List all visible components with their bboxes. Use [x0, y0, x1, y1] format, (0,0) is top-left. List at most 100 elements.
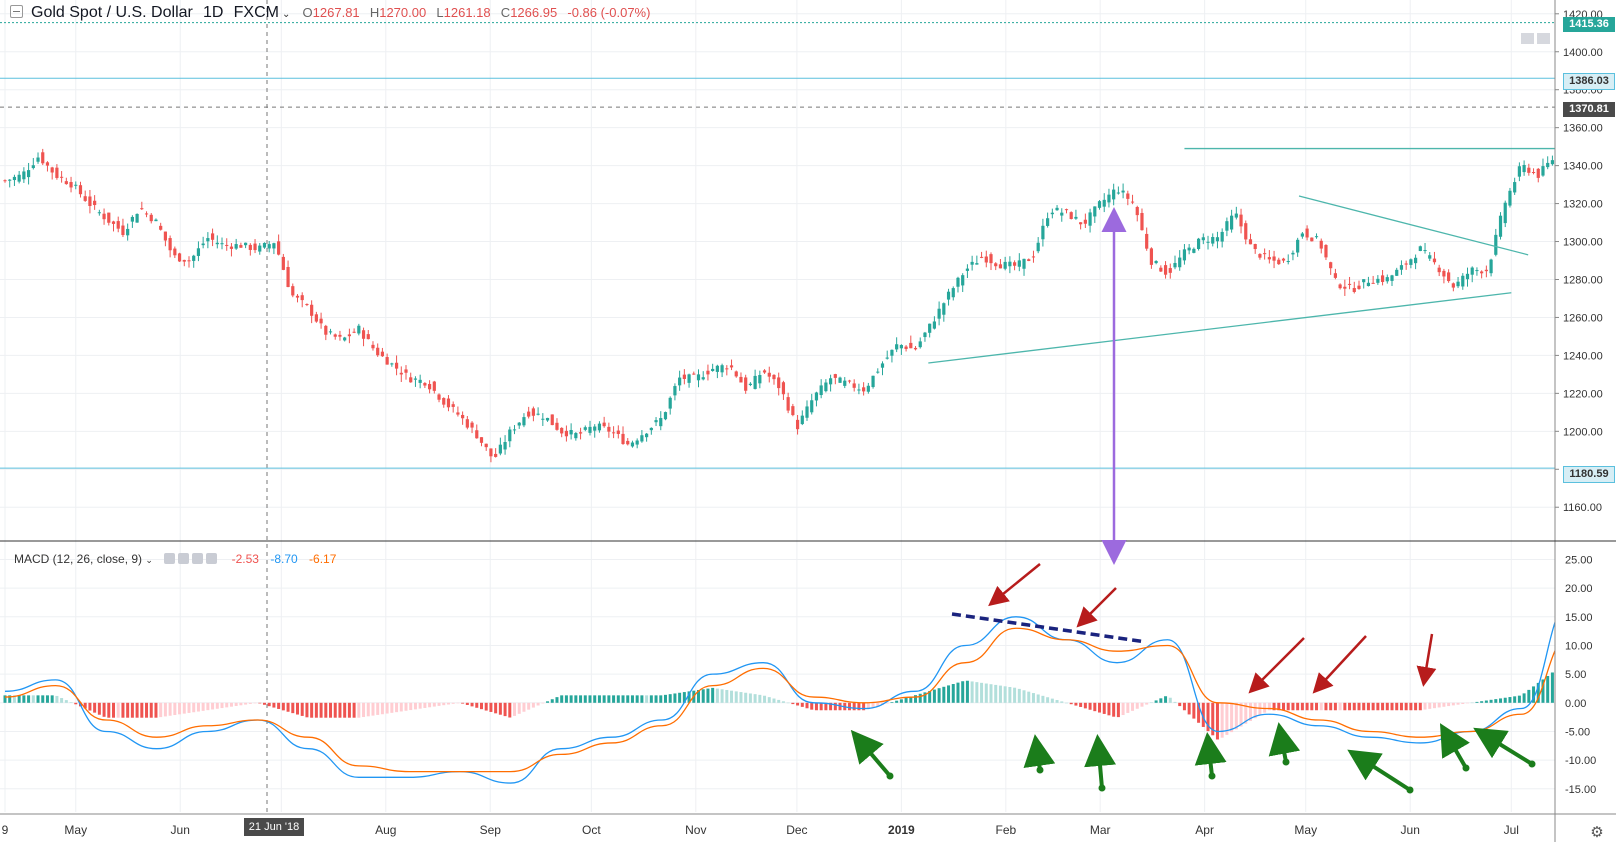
macd-histogram-bar: [531, 702, 535, 708]
candle-body: [810, 400, 814, 413]
macd-histogram-bar: [64, 700, 68, 703]
price-tick-label: 1360.00: [1563, 123, 1603, 135]
macd-histogram-bar: [1381, 702, 1385, 711]
macd-histogram-bar: [357, 702, 361, 718]
signal-line: [4, 601, 1596, 773]
macd-histogram-bar: [1112, 702, 1116, 717]
symbol-title[interactable]: Gold Spot / U.S. Dollar: [31, 4, 193, 21]
candle-body: [819, 385, 823, 396]
macd-histogram-bar: [112, 702, 116, 718]
candle-body: [762, 370, 767, 373]
candle-body: [508, 429, 512, 442]
candle-body: [720, 365, 724, 373]
green-arrow-dot: [1208, 772, 1216, 780]
candle-body: [1508, 190, 1512, 206]
macd-histogram-bar: [1182, 702, 1186, 711]
candle-body: [390, 363, 394, 365]
macd-histogram-bar: [1197, 702, 1201, 723]
chevron-down-icon[interactable]: ⌄: [281, 9, 291, 20]
candle-body: [140, 208, 144, 210]
candle-body: [786, 397, 790, 411]
macd-histogram-bar: [947, 685, 951, 703]
candle-body: [522, 417, 526, 426]
macd-tick-label: 5.00: [1565, 669, 1586, 681]
close-icon[interactable]: [206, 553, 218, 564]
chevron-down-icon[interactable]: ⌄: [145, 555, 153, 565]
candle-body: [319, 318, 323, 324]
macd-histogram-bar: [975, 682, 979, 703]
candle-body: [88, 196, 92, 207]
macd-histogram-bar: [404, 702, 408, 711]
candle-body: [1112, 189, 1116, 200]
candle-body: [1055, 207, 1059, 211]
candle-body: [1305, 228, 1309, 238]
macd-histogram-bar: [324, 702, 328, 718]
macd-histogram-bar: [904, 697, 908, 703]
candle-body: [946, 291, 951, 300]
macd-histogram-bar: [442, 702, 446, 706]
candle-body: [583, 427, 587, 430]
candle-body: [409, 377, 413, 383]
macd-tick-label: 15.00: [1565, 612, 1593, 624]
macd-histogram-bar: [1074, 702, 1078, 706]
candle-body: [168, 238, 172, 251]
candle-body: [1338, 284, 1342, 289]
macd-histogram-bar: [1031, 693, 1035, 703]
candle-body: [1522, 164, 1526, 173]
candle-body: [107, 212, 111, 223]
macd-histogram-bar: [546, 701, 550, 703]
macd-histogram-bar: [215, 702, 219, 709]
candle-body: [909, 342, 913, 349]
candle-body: [461, 414, 465, 419]
macd-histogram-bar: [989, 684, 993, 703]
macd-hist-value: -2.53: [231, 552, 259, 566]
macd-histogram-bar: [31, 695, 35, 703]
macd-histogram-bar: [560, 695, 564, 703]
candle-body: [1201, 237, 1205, 241]
macd-histogram-bar: [380, 702, 384, 715]
macd-histogram-bar: [536, 702, 540, 706]
macd-histogram-bar: [12, 695, 16, 703]
macd-histogram-bar: [961, 681, 965, 703]
candle-body: [918, 341, 922, 348]
visibility-icon[interactable]: [164, 553, 176, 564]
candle-body: [937, 308, 941, 319]
macd-histogram-bar: [772, 698, 776, 703]
interval-label[interactable]: 1D: [203, 4, 224, 21]
settings-icon[interactable]: [178, 553, 190, 564]
candle-body: [225, 244, 229, 246]
candle-body: [829, 378, 833, 385]
candle-body: [1296, 239, 1300, 253]
candle-body: [1050, 212, 1054, 215]
macd-histogram-bar: [1385, 702, 1389, 711]
macd-histogram-bar: [937, 688, 941, 703]
macd-histogram-bar: [1253, 702, 1257, 719]
macd-title[interactable]: MACD (12, 26, close, 9): [14, 552, 143, 566]
candle-body: [1130, 201, 1135, 203]
macd-histogram-bar: [1366, 702, 1370, 711]
macd-histogram-bar: [857, 702, 861, 711]
candle-body: [838, 377, 842, 383]
candle-body: [687, 374, 691, 383]
candle-body: [1012, 262, 1017, 266]
source-code-icon[interactable]: [192, 553, 204, 564]
macd-histogram-bar: [1286, 702, 1290, 711]
macd-histogram-bar: [196, 702, 200, 712]
collapse-icon[interactable]: [10, 5, 23, 18]
macd-histogram-bar: [824, 702, 828, 711]
candle-body: [437, 394, 441, 400]
macd-histogram-bar: [272, 702, 276, 708]
macd-histogram-bar: [597, 695, 601, 703]
source-label[interactable]: FXCM: [233, 4, 279, 21]
macd-histogram-bar: [800, 702, 804, 707]
macd-histogram-bar: [3, 695, 7, 703]
candle-body: [1432, 258, 1437, 263]
macd-histogram-bar: [1055, 700, 1059, 703]
macd-histogram-bar: [107, 702, 111, 718]
macd-histogram-bar: [1399, 702, 1403, 711]
candle-body: [1074, 216, 1078, 219]
macd-histogram-bar: [163, 702, 167, 717]
macd-histogram-bar: [1239, 702, 1243, 727]
candle-body: [649, 427, 653, 431]
price-tick-label: 1160.00: [1563, 502, 1602, 514]
